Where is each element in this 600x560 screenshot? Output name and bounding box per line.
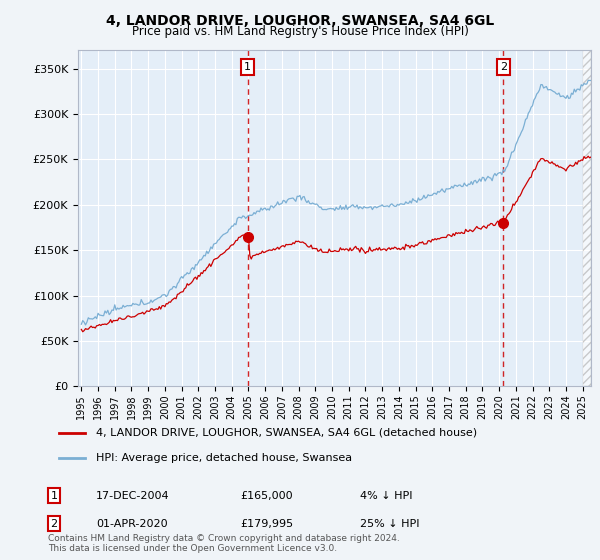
Text: £165,000: £165,000 [240, 491, 293, 501]
Text: 4% ↓ HPI: 4% ↓ HPI [360, 491, 413, 501]
Text: Contains HM Land Registry data © Crown copyright and database right 2024.
This d: Contains HM Land Registry data © Crown c… [48, 534, 400, 553]
Text: 4, LANDOR DRIVE, LOUGHOR, SWANSEA, SA4 6GL: 4, LANDOR DRIVE, LOUGHOR, SWANSEA, SA4 6… [106, 14, 494, 28]
Text: 25% ↓ HPI: 25% ↓ HPI [360, 519, 419, 529]
Text: 1: 1 [244, 62, 251, 72]
Text: Price paid vs. HM Land Registry's House Price Index (HPI): Price paid vs. HM Land Registry's House … [131, 25, 469, 38]
Text: 2: 2 [500, 62, 507, 72]
Text: 01-APR-2020: 01-APR-2020 [96, 519, 167, 529]
Text: £179,995: £179,995 [240, 519, 293, 529]
Text: 17-DEC-2004: 17-DEC-2004 [96, 491, 170, 501]
Text: HPI: Average price, detached house, Swansea: HPI: Average price, detached house, Swan… [95, 452, 352, 463]
Text: 4, LANDOR DRIVE, LOUGHOR, SWANSEA, SA4 6GL (detached house): 4, LANDOR DRIVE, LOUGHOR, SWANSEA, SA4 6… [95, 428, 476, 438]
Text: 2: 2 [50, 519, 58, 529]
Polygon shape [583, 50, 591, 386]
Text: 1: 1 [50, 491, 58, 501]
